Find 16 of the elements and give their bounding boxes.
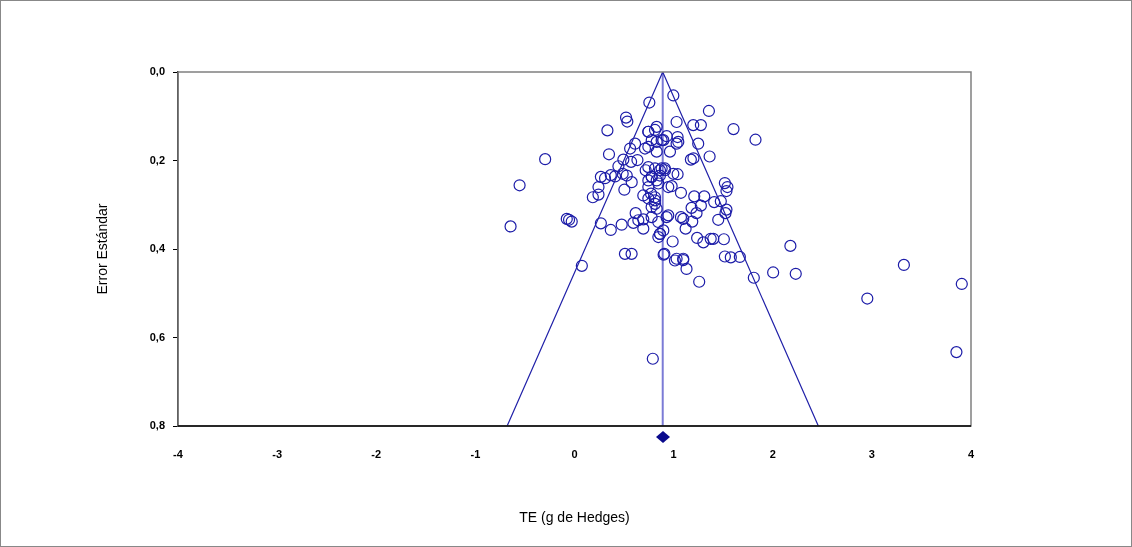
x-axis-title: TE (g de Hedges): [519, 509, 630, 526]
y-tick-label: 0,8: [149, 419, 165, 432]
x-tick-label: 2: [769, 447, 776, 460]
x-tick-label: -1: [470, 447, 481, 460]
x-tick-label: -3: [272, 447, 283, 460]
x-tick-label: -2: [371, 447, 382, 460]
y-tick-label: 0,6: [149, 330, 165, 343]
y-tick-label: 0,0: [149, 65, 165, 78]
x-tick-label: 4: [967, 447, 975, 460]
y-axis-title: Error Estándar: [94, 203, 111, 295]
y-tick-label: 0,2: [149, 153, 165, 166]
x-tick-label: 1: [670, 447, 677, 460]
x-tick-label: 0: [571, 447, 578, 460]
x-tick-label: 3: [868, 447, 875, 460]
x-tick-label: -4: [173, 447, 184, 460]
y-tick-label: 0,4: [149, 242, 166, 255]
